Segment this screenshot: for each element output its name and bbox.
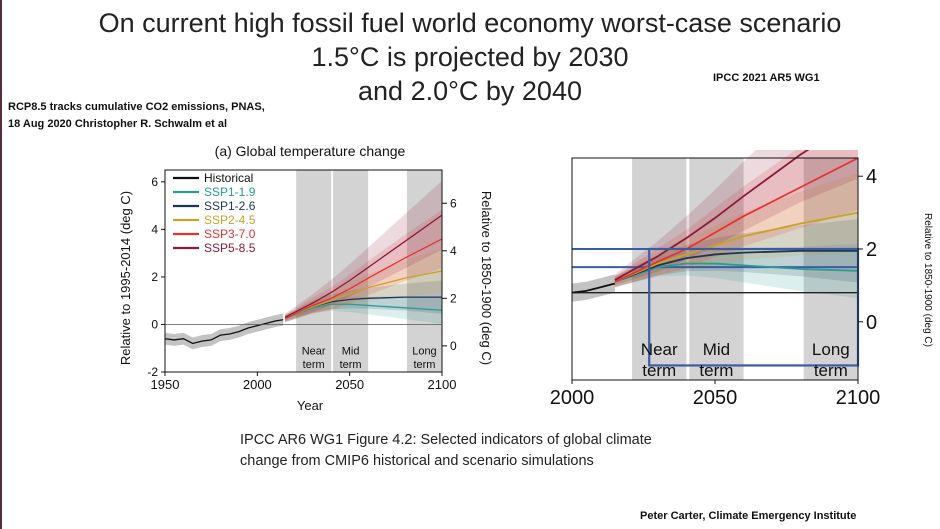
term-label-mid: Mid — [703, 340, 730, 359]
term-band-near — [296, 170, 332, 372]
slide-left-border — [0, 0, 2, 529]
line-ssp3-7-0 — [614, 157, 859, 283]
line-ssp1-1-9 — [284, 303, 443, 320]
title-line-2: 1.5°C is projected by 2030 — [311, 42, 629, 72]
term-label-long-term: term — [413, 359, 435, 371]
term-label-near: Near — [302, 345, 326, 357]
band-ssp3-7-0 — [285, 209, 442, 323]
term-label-near-term: term — [642, 361, 676, 380]
x-tick-label-2050: 2050 — [335, 377, 364, 392]
term-label-long: Long — [812, 340, 850, 359]
y-tick-label-6: 6 — [151, 175, 158, 189]
line-ssp2-4-5 — [284, 270, 443, 320]
caption-line-1: IPCC AR6 WG1 Figure 4.2: Selected indica… — [240, 432, 652, 448]
plot-frame — [164, 169, 443, 373]
caption-line-2: change from CMIP6 historical and scenari… — [240, 453, 594, 469]
line-ssp2-4-5 — [614, 211, 859, 283]
x-tick-label-2100: 2100 — [836, 387, 881, 409]
term-label-long: Long — [412, 345, 436, 357]
band-historical — [165, 313, 284, 350]
pnas-source-line-1: RCP8.5 tracks cumulative CO2 emissions, … — [8, 101, 265, 113]
y-right-tick-label-0: 0 — [450, 339, 457, 353]
chart-left-xlabel: Year — [297, 398, 324, 413]
legend-label-ssp2-4-5: SSP2-4.5 — [204, 213, 256, 227]
title-line-1: On current high fossil fuel world econom… — [98, 8, 842, 38]
y-tick-label-0: 0 — [151, 317, 158, 331]
x-tick-label-2100: 2100 — [428, 377, 457, 392]
y-right-tick-label-2: 2 — [866, 239, 877, 261]
band-ssp5-8-5 — [614, 150, 858, 286]
line-ssp1-1-9 — [614, 262, 859, 283]
chart-left-title: (a) Global temperature change — [215, 143, 406, 159]
chart-left-ylabel-right: Relative to 1850-1900 (deg C) — [479, 191, 494, 365]
line-ssp1-2-6 — [614, 249, 858, 283]
term-label-mid-term: term — [340, 359, 362, 371]
chart-right-ylabel-right: Relative to 1850-1900 (deg C) — [922, 213, 933, 347]
title-line-3: and 2.0°C by 2040 — [358, 76, 582, 106]
y-right-tick-label-6: 6 — [450, 196, 457, 210]
pnas-source-line-2: 18 Aug 2020 Christopher R. Schwalm et al — [8, 118, 228, 130]
y-right-tick-label-4: 4 — [450, 244, 457, 258]
y-right-tick-label-4: 4 — [866, 166, 877, 188]
term-label-long-term: term — [814, 361, 848, 380]
global-temperature-chart: (a) Global temperature change Near term Mi… — [118, 143, 494, 413]
band-ssp1-2-6 — [285, 280, 442, 323]
line-ssp3-7-0 — [284, 238, 443, 320]
figure-caption: IPCC AR6 WG1 Figure 4.2: Selected indica… — [240, 430, 652, 472]
x-tick-label-1950: 1950 — [151, 377, 180, 392]
legend-label-ssp5-8-5: SSP5-8.5 — [204, 241, 256, 255]
line-ssp5-8-5 — [614, 150, 810, 281]
term-label-near: Near — [641, 340, 678, 359]
term-band-long — [406, 170, 442, 372]
term-label-near-term: term — [303, 359, 325, 371]
x-tick-label-2000: 2000 — [243, 377, 272, 392]
y-right-tick-label-2: 2 — [450, 292, 457, 306]
term-band-mid — [689, 158, 744, 380]
chart-left-ylabel: Relative to 1995-2014 (deg C) — [118, 191, 133, 365]
ipcc-source-label: IPCC 2021 AR5 WG1 — [713, 72, 820, 84]
line-historical — [571, 282, 616, 294]
y-tick-label--2: -2 — [147, 365, 158, 379]
legend-label-ssp1-1-9: SSP1-1.9 — [204, 185, 256, 199]
legend-label-historical: Historical — [204, 171, 253, 185]
slide-title: On current high fossil fuel world econom… — [0, 6, 940, 108]
y-tick-label-4: 4 — [151, 222, 158, 236]
legend-label-ssp3-7-0: SSP3-7.0 — [204, 227, 256, 241]
band-ssp5-8-5 — [285, 180, 442, 321]
x-tick-label-2000: 2000 — [550, 387, 595, 409]
x-tick-label-2050: 2050 — [693, 387, 738, 409]
legend-label-ssp1-2-6: SSP1-2.6 — [204, 199, 256, 213]
y-right-tick-label-0: 0 — [866, 312, 877, 334]
line-ssp5-8-5 — [284, 214, 443, 318]
temperature-projection-zoom-chart: Near term Mid term Long term 2000 2050 2100 0 2 4 R… — [550, 150, 933, 409]
term-label-mid: Mid — [342, 345, 360, 357]
footer-credit: Peter Carter, Climate Emergency Institut… — [640, 510, 857, 522]
line-historical — [164, 319, 284, 345]
term-label-mid-term: term — [699, 361, 733, 380]
y-tick-label-2: 2 — [151, 270, 158, 284]
